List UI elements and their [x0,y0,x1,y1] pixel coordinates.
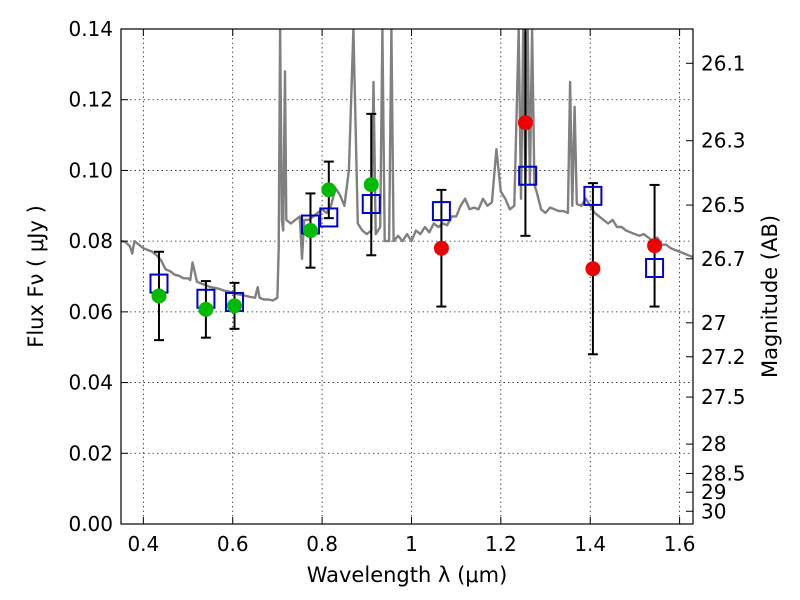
magnitude-tick-label: 27.5 [701,385,746,409]
y-tick-label: 0.00 [68,512,113,536]
y2-axis-title: Magnitude (AB) [758,215,782,378]
model-marker [319,207,339,228]
x-tick-label: 1 [405,532,418,556]
magnitude-tick-label: 29 [701,480,726,504]
model-photometry [149,165,665,312]
magnitude-tick-label: 26.5 [701,193,746,217]
magnitude-tick-label: 26.3 [701,129,746,153]
magnitude-tick-label: 28 [701,432,726,456]
y-tick-label: 0.04 [68,371,113,395]
spectrum-line [121,29,693,302]
data-point [363,177,379,193]
data-point [433,240,449,256]
data-point [302,223,318,239]
model-marker [518,165,538,186]
x-tick-label: 1.2 [485,532,517,556]
observed-photometry [151,115,663,317]
magnitude-tick-label: 27 [701,311,726,335]
magnitude-tick-label: 27.2 [701,345,746,369]
x-tick-label: 0.4 [127,532,159,556]
data-point [321,182,337,198]
data-point [151,288,167,304]
data-point [647,238,663,254]
model-marker [645,258,665,279]
y-tick-label: 0.10 [68,158,113,182]
grid-lines [121,29,693,524]
x-tick-label: 0.6 [217,532,249,556]
model-marker [361,194,381,215]
y-tick-label: 0.12 [68,88,113,112]
spectrum-layer [121,29,693,302]
y-tick-label: 0.02 [68,441,113,465]
data-point [517,115,533,131]
y-tick-label: 0.06 [68,300,113,324]
data-point [198,301,214,317]
model-marker [583,185,603,206]
magnitude-tick-label: 26.7 [701,247,746,271]
y-axis-title: Flux Fν ( μJy ) [24,205,48,348]
x-tick-label: 1.4 [574,532,606,556]
x-tick-label: 0.8 [306,532,338,556]
x-tick-label: 1.6 [664,532,696,556]
magnitude-tick-label: 30 [701,499,726,523]
x-axis-title: Wavelength λ (μm) [307,563,508,587]
axes: 0.4 0.6 0.8 1 1.2 1.4 1.6 0.00 0.02 0.04 0.06 0.08 0… [68,17,745,556]
y-tick-label: 0.08 [68,229,113,253]
plot-frame [120,28,694,525]
data-point [227,298,243,314]
magnitude-tick-label: 26.1 [701,51,746,75]
y-tick-label: 0.14 [68,17,113,41]
data-point [585,261,601,277]
model-marker [431,201,451,222]
magnitude-tick-label: 28.5 [701,461,746,485]
